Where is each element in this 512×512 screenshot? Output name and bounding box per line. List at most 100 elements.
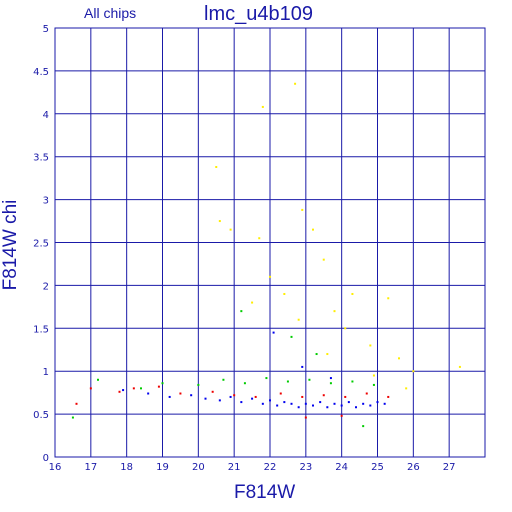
x-tick-label: 20 xyxy=(192,462,205,473)
data-point xyxy=(362,402,365,405)
data-point xyxy=(369,344,372,347)
data-point xyxy=(333,402,336,405)
data-point xyxy=(326,406,329,409)
x-tick-label: 25 xyxy=(371,462,384,473)
data-point xyxy=(215,165,218,168)
data-point xyxy=(286,380,289,383)
data-point xyxy=(290,335,293,338)
data-point xyxy=(326,353,329,356)
data-point xyxy=(355,406,357,409)
data-point xyxy=(229,228,232,231)
y-tick-label: 2.5 xyxy=(33,239,49,250)
data-point xyxy=(251,397,254,400)
data-point xyxy=(387,297,390,300)
x-tick-label: 23 xyxy=(299,462,312,473)
x-tick-label: 22 xyxy=(264,462,277,473)
data-point xyxy=(351,292,354,295)
y-tick-labels: 0 0.5 1 1.5 2 2.5 3 3.5 4 4.5 5 xyxy=(33,24,49,464)
data-point xyxy=(312,228,314,231)
data-point xyxy=(372,374,375,377)
x-tick-label: 26 xyxy=(407,462,420,473)
data-point xyxy=(304,416,307,419)
data-point xyxy=(265,377,268,380)
data-point xyxy=(222,378,225,381)
data-point xyxy=(283,292,286,295)
x-axis-label: F814W xyxy=(234,482,296,503)
x-tick-label: 16 xyxy=(49,462,62,473)
y-tick-label: 4 xyxy=(43,110,49,121)
data-point xyxy=(179,392,182,395)
data-point xyxy=(190,394,193,397)
data-point xyxy=(157,385,160,388)
data-point xyxy=(197,383,200,386)
data-point xyxy=(233,394,236,397)
data-point xyxy=(204,397,207,400)
data-point xyxy=(122,389,125,392)
y-tick-label: 5 xyxy=(43,24,49,35)
data-point xyxy=(272,331,275,334)
data-point xyxy=(322,258,325,261)
y-tick-label: 0.5 xyxy=(33,410,49,421)
data-point xyxy=(329,382,332,385)
data-point xyxy=(301,395,304,398)
data-point xyxy=(301,208,304,211)
data-point xyxy=(240,401,243,404)
data-point xyxy=(218,399,221,402)
y-tick-label: 3.5 xyxy=(33,153,49,164)
data-point xyxy=(319,401,322,404)
x-tick-label: 19 xyxy=(156,462,169,473)
data-point xyxy=(312,404,314,407)
data-point xyxy=(276,404,279,407)
data-point xyxy=(347,401,350,404)
data-point xyxy=(218,220,221,223)
data-point xyxy=(290,402,293,405)
data-point xyxy=(333,310,336,313)
data-point xyxy=(344,395,347,398)
data-point xyxy=(168,395,171,398)
data-point xyxy=(365,392,368,395)
y-tick-label: 0 xyxy=(43,453,49,464)
data-point xyxy=(340,404,343,407)
y-tick-label: 4.5 xyxy=(33,67,49,78)
data-point xyxy=(211,390,214,393)
data-point xyxy=(240,310,243,313)
data-point xyxy=(412,370,415,373)
data-point xyxy=(369,404,372,407)
data-point xyxy=(243,382,246,385)
chart-subtitle: All chips xyxy=(84,5,137,21)
y-axis-label: F814W chi xyxy=(0,199,21,291)
data-point xyxy=(97,378,99,381)
x-tick-label: 17 xyxy=(84,462,97,473)
data-point xyxy=(269,275,271,278)
data-point xyxy=(297,406,300,409)
data-point xyxy=(71,416,74,419)
data-point xyxy=(387,395,390,398)
data-point xyxy=(405,387,408,390)
data-point xyxy=(89,387,92,390)
data-points xyxy=(71,82,461,428)
data-point xyxy=(372,383,375,386)
data-point xyxy=(251,301,254,304)
data-point xyxy=(294,82,297,85)
y-tick-label: 1.5 xyxy=(33,324,49,335)
x-tick-label: 27 xyxy=(443,462,456,473)
x-tick-label: 24 xyxy=(335,462,348,473)
y-tick-label: 1 xyxy=(43,367,49,378)
data-point xyxy=(229,395,232,398)
y-tick-label: 2 xyxy=(43,281,49,292)
data-point xyxy=(340,414,343,417)
data-point xyxy=(258,237,261,240)
data-point xyxy=(383,402,386,405)
data-point xyxy=(458,365,461,368)
data-point xyxy=(261,105,264,108)
chart-title: lmc_u4b109 xyxy=(204,3,313,25)
data-point xyxy=(140,387,142,390)
data-point xyxy=(308,378,311,381)
y-tick-label: 3 xyxy=(43,196,49,207)
data-point xyxy=(301,365,304,368)
data-point xyxy=(118,390,121,393)
data-point xyxy=(132,387,135,390)
data-point xyxy=(398,357,400,360)
data-point xyxy=(283,401,286,404)
data-point xyxy=(344,327,347,330)
